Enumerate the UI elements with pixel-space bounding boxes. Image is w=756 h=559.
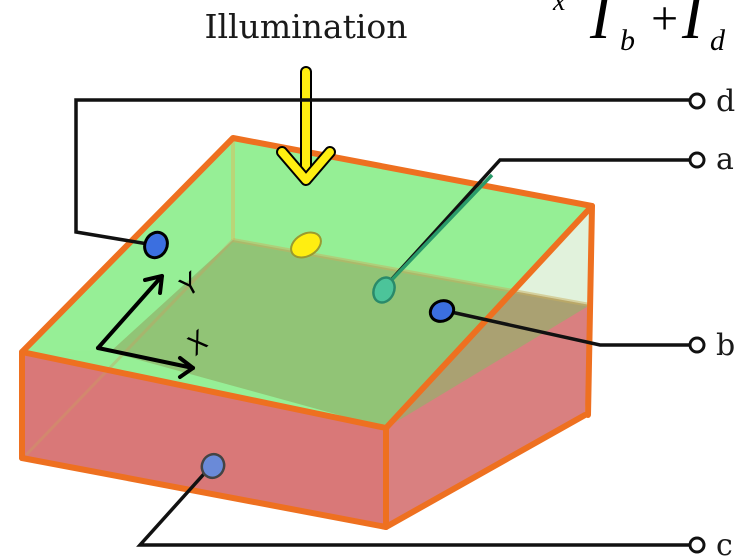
formula-operator: + — [648, 0, 680, 45]
wire-a-through — [380, 173, 494, 292]
illumination-label: Illumination — [204, 7, 407, 46]
axes — [96, 274, 195, 379]
y-axis-arrowhead — [143, 274, 164, 295]
wires — [74, 98, 690, 547]
terminal-label-a: a — [716, 142, 734, 177]
contact-d — [143, 230, 169, 260]
x-axis — [96, 346, 195, 370]
formula-sub2: d — [710, 24, 726, 57]
x-axis-arrowhead — [178, 356, 195, 379]
contacts — [143, 230, 456, 480]
terminal-label-c: c — [716, 528, 733, 559]
formula-sub1: b — [620, 24, 635, 57]
terminal-label-b: b — [716, 328, 735, 363]
slab-depth-shade — [110, 240, 590, 428]
terminals — [688, 92, 706, 554]
wire-b — [441, 308, 690, 347]
formula-term1: I — [589, 0, 614, 52]
slab-edges — [19, 135, 595, 530]
formula-prefix: x — [552, 0, 566, 17]
slab-front-face — [22, 352, 386, 527]
terminal-label-d: d — [716, 84, 735, 119]
contact-terminal-icon — [688, 336, 706, 354]
formula-term2: I — [681, 0, 706, 52]
slab-inner-edge-left — [24, 238, 235, 457]
contact-terminal-icon — [688, 151, 706, 169]
wire-c — [136, 463, 690, 547]
contact-a — [372, 276, 396, 304]
illumination-spot — [290, 231, 322, 259]
slab — [19, 135, 595, 530]
illumination-arrow-icon — [276, 66, 336, 186]
formula: x I b + I d — [552, 0, 726, 57]
contact-b — [428, 299, 456, 323]
contact-c — [200, 452, 226, 480]
contact-terminal-icon — [688, 92, 706, 110]
wire-d — [74, 98, 690, 247]
y-axis — [96, 274, 164, 350]
contact-terminal-icon — [688, 536, 706, 554]
